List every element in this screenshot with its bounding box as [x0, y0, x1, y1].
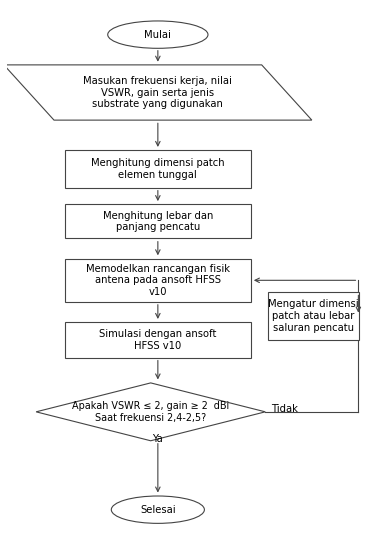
Bar: [268, 293, 359, 340]
Polygon shape: [4, 65, 312, 120]
Ellipse shape: [108, 21, 208, 48]
Polygon shape: [36, 383, 265, 441]
Text: Masukan frekuensi kerja, nilai
VSWR, gain serta jenis
substrate yang digunakan: Masukan frekuensi kerja, nilai VSWR, gai…: [84, 76, 232, 109]
Text: Memodelkan rancangan fisik
antena pada ansoft HFSS
v10: Memodelkan rancangan fisik antena pada a…: [86, 264, 230, 297]
Text: Simulasi dengan ansoft
HFSS v10: Simulasi dengan ansoft HFSS v10: [99, 329, 217, 351]
Text: Mengatur dimensi
patch atau lebar
saluran pencatu: Mengatur dimensi patch atau lebar salura…: [268, 300, 359, 333]
Text: Tidak: Tidak: [271, 404, 298, 414]
Ellipse shape: [111, 496, 204, 523]
Text: Selesai: Selesai: [140, 505, 176, 515]
Bar: [65, 150, 251, 188]
Bar: [65, 204, 251, 238]
Text: Apakah VSWR ≤ 2, gain ≥ 2  dBi
Saat frekuensi 2,4-2,5?: Apakah VSWR ≤ 2, gain ≥ 2 dBi Saat freku…: [72, 401, 229, 423]
Bar: [65, 322, 251, 358]
Text: Menghitung lebar dan
panjang pencatu: Menghitung lebar dan panjang pencatu: [103, 210, 213, 232]
Text: Ya: Ya: [153, 434, 163, 444]
Text: Menghitung dimensi patch
elemen tunggal: Menghitung dimensi patch elemen tunggal: [91, 158, 225, 180]
Text: Mulai: Mulai: [144, 30, 171, 39]
Bar: [65, 259, 251, 302]
